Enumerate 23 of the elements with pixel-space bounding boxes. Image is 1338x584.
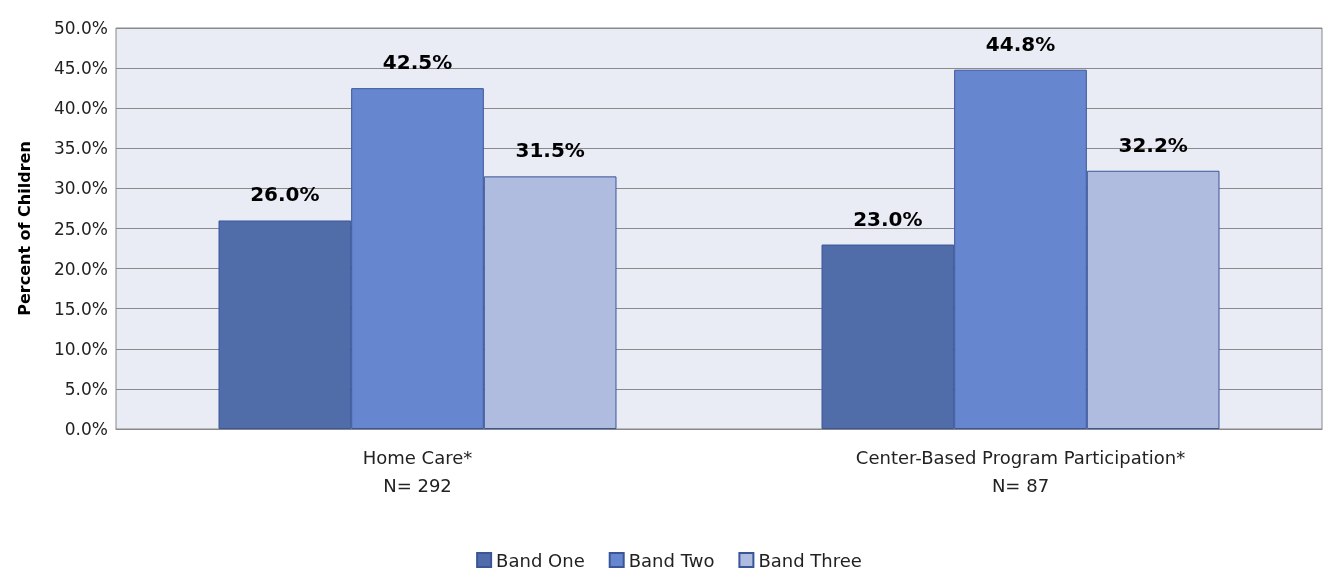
x-tick-label: Home Care* N= 292 (362, 446, 473, 496)
x-tick-label: Center-Based Program Participation* N= 87 (855, 446, 1186, 496)
data-label: 44.8% (985, 31, 1056, 56)
y-tick-label: 30.0% (53, 178, 108, 199)
y-tick-label: 45.0% (53, 58, 108, 79)
y-tick-label: 35.0% (53, 138, 108, 159)
y-tick-label: 40.0% (53, 98, 108, 119)
y-tick-label: 25.0% (53, 218, 108, 239)
y-tick-label: 0.0% (64, 419, 108, 439)
y-axis-title: Percent of Children (14, 141, 34, 316)
data-label: 26.0% (250, 182, 320, 207)
data-label: 42.5% (382, 50, 453, 75)
y-tick-label: 15.0% (53, 298, 108, 319)
legend-label: Band One (496, 549, 585, 571)
data-label: 32.2% (1118, 132, 1188, 157)
y-tick-label: 5.0% (64, 378, 108, 399)
legend-label: Band Two (628, 549, 715, 571)
y-tick-label: 10.0% (53, 338, 108, 359)
legend-label: Band Three (758, 549, 862, 571)
data-label: 31.5% (515, 138, 585, 163)
y-tick-label: 20.0% (53, 258, 108, 279)
y-tick-label: 50.0% (53, 18, 108, 38)
data-label: 23.0% (853, 206, 923, 231)
